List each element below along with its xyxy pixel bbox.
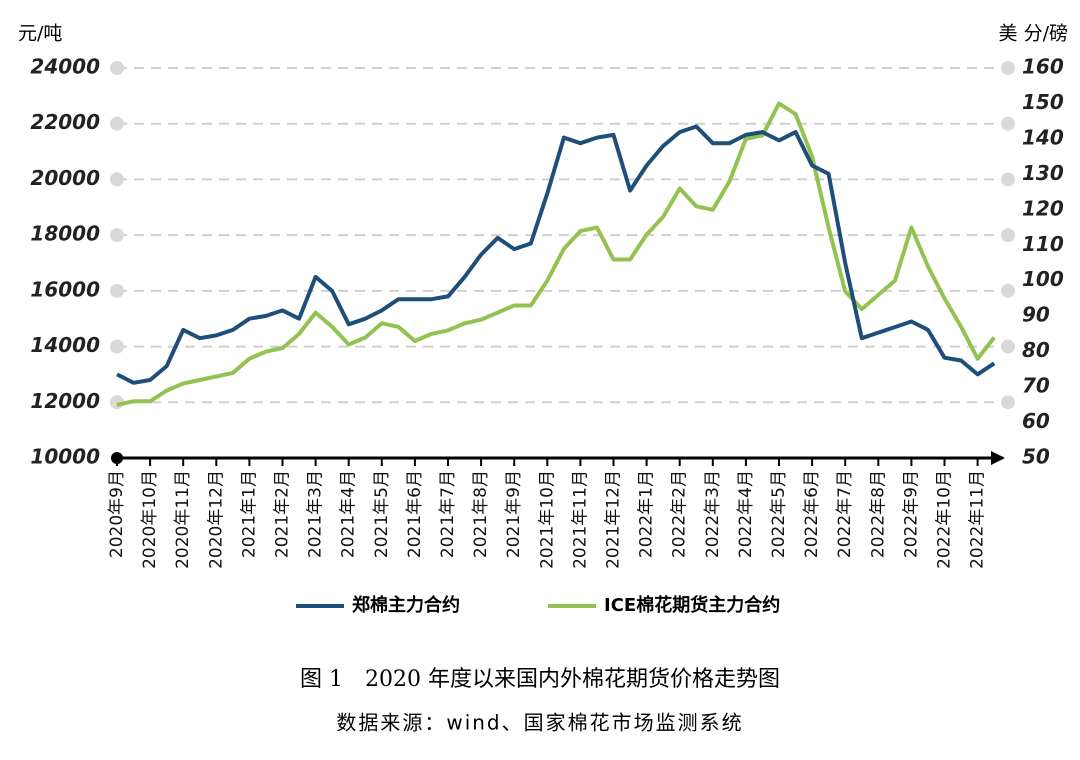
x-tick-label: 2022年5月: [769, 470, 789, 558]
x-tick-label: 2020年12月: [206, 470, 226, 569]
y-tick-label: 10000: [30, 445, 100, 469]
y-tick-label: 20000: [30, 166, 100, 190]
grid-dot: [1001, 395, 1015, 410]
grid-dot: [110, 339, 124, 354]
x-tick-label: 2020年9月: [107, 470, 127, 558]
x-tick-label: 2021年3月: [306, 470, 326, 558]
y-tick-label: 12000: [30, 389, 100, 413]
x-tick-label: 2022年4月: [736, 470, 756, 558]
y2-tick-label: 80: [1022, 338, 1050, 362]
y2-tick-label: 90: [1022, 303, 1050, 327]
x-tick-label: 2022年11月: [968, 470, 988, 569]
grid-dot: [1001, 339, 1015, 354]
y2-tick-label: 110: [1022, 232, 1064, 256]
x-tick-label: 2022年6月: [802, 470, 822, 558]
chart-title: 图 1 2020 年度以来国内外棉花期货价格走势图: [300, 667, 780, 692]
legend-label: ICE棉花期货主力合约: [604, 594, 780, 616]
x-tick-label: 2021年5月: [372, 470, 392, 558]
x-tick-label: 2022年1月: [637, 470, 657, 558]
y2-tick-label: 70: [1022, 374, 1050, 398]
series-line: [116, 101, 996, 407]
x-tick-label: 2022年10月: [935, 470, 955, 569]
x-tick-label: 2022年7月: [835, 470, 855, 558]
y2-tick-label: 160: [1022, 55, 1064, 79]
y-tick-label: 16000: [30, 277, 100, 301]
grid-dot: [1001, 172, 1015, 187]
x-tick-label: 2021年4月: [339, 470, 359, 558]
x-tick-label: 2020年11月: [173, 470, 193, 569]
x-tick-label: 2022年3月: [703, 470, 723, 558]
x-tick-label: 2021年8月: [471, 470, 491, 558]
source: 数据来源：wind、国家棉花市场监测系统: [336, 711, 743, 735]
grid-dot: [110, 228, 124, 243]
y2-tick-label: 140: [1022, 125, 1064, 149]
x-tick-label: 2021年9月: [504, 470, 524, 558]
y-tick-label: 14000: [30, 333, 100, 357]
grid-dot: [1001, 116, 1015, 131]
y-tick-label: 22000: [30, 110, 100, 134]
y2-tick-label: 60: [1022, 409, 1050, 433]
x-axis-arrow: [991, 451, 1005, 465]
x-tick-label: 2020年10月: [140, 470, 160, 569]
x-tick-label: 2021年7月: [438, 470, 458, 558]
y-tick-label: 18000: [30, 222, 100, 246]
legend-label: 郑棉主力合约: [352, 594, 460, 616]
y2-tick-label: 130: [1022, 161, 1064, 185]
grid-dot: [110, 283, 124, 298]
y2-tick-label: 50: [1022, 445, 1050, 469]
x-tick-label: 2022年8月: [868, 470, 888, 558]
x-tick-label: 2022年2月: [670, 470, 690, 558]
y-tick-label: 24000: [30, 55, 100, 79]
grid-dot: [110, 172, 124, 187]
grid-dot: [1001, 61, 1015, 75]
y2-axis-label: 美 分/磅: [999, 23, 1068, 45]
x-tick-label: 2021年12月: [604, 470, 624, 569]
grid-dot: [110, 116, 124, 131]
y2-tick-label: 120: [1022, 196, 1064, 220]
y-axis-label: 元/吨: [18, 23, 62, 45]
grid-dot: [1001, 283, 1015, 298]
series-line: [116, 124, 996, 385]
x-tick-label: 2021年10月: [537, 470, 557, 569]
x-tick-label: 2022年9月: [901, 470, 921, 558]
grid-dot: [1001, 228, 1015, 243]
x-tick-label: 2021年2月: [273, 470, 293, 558]
x-tick-label: 2021年11月: [570, 470, 590, 569]
y2-tick-label: 150: [1022, 90, 1064, 114]
grid-dot: [110, 61, 124, 75]
x-tick-label: 2021年1月: [239, 470, 259, 558]
y2-tick-label: 100: [1022, 267, 1064, 291]
x-tick-label: 2021年6月: [405, 470, 425, 558]
